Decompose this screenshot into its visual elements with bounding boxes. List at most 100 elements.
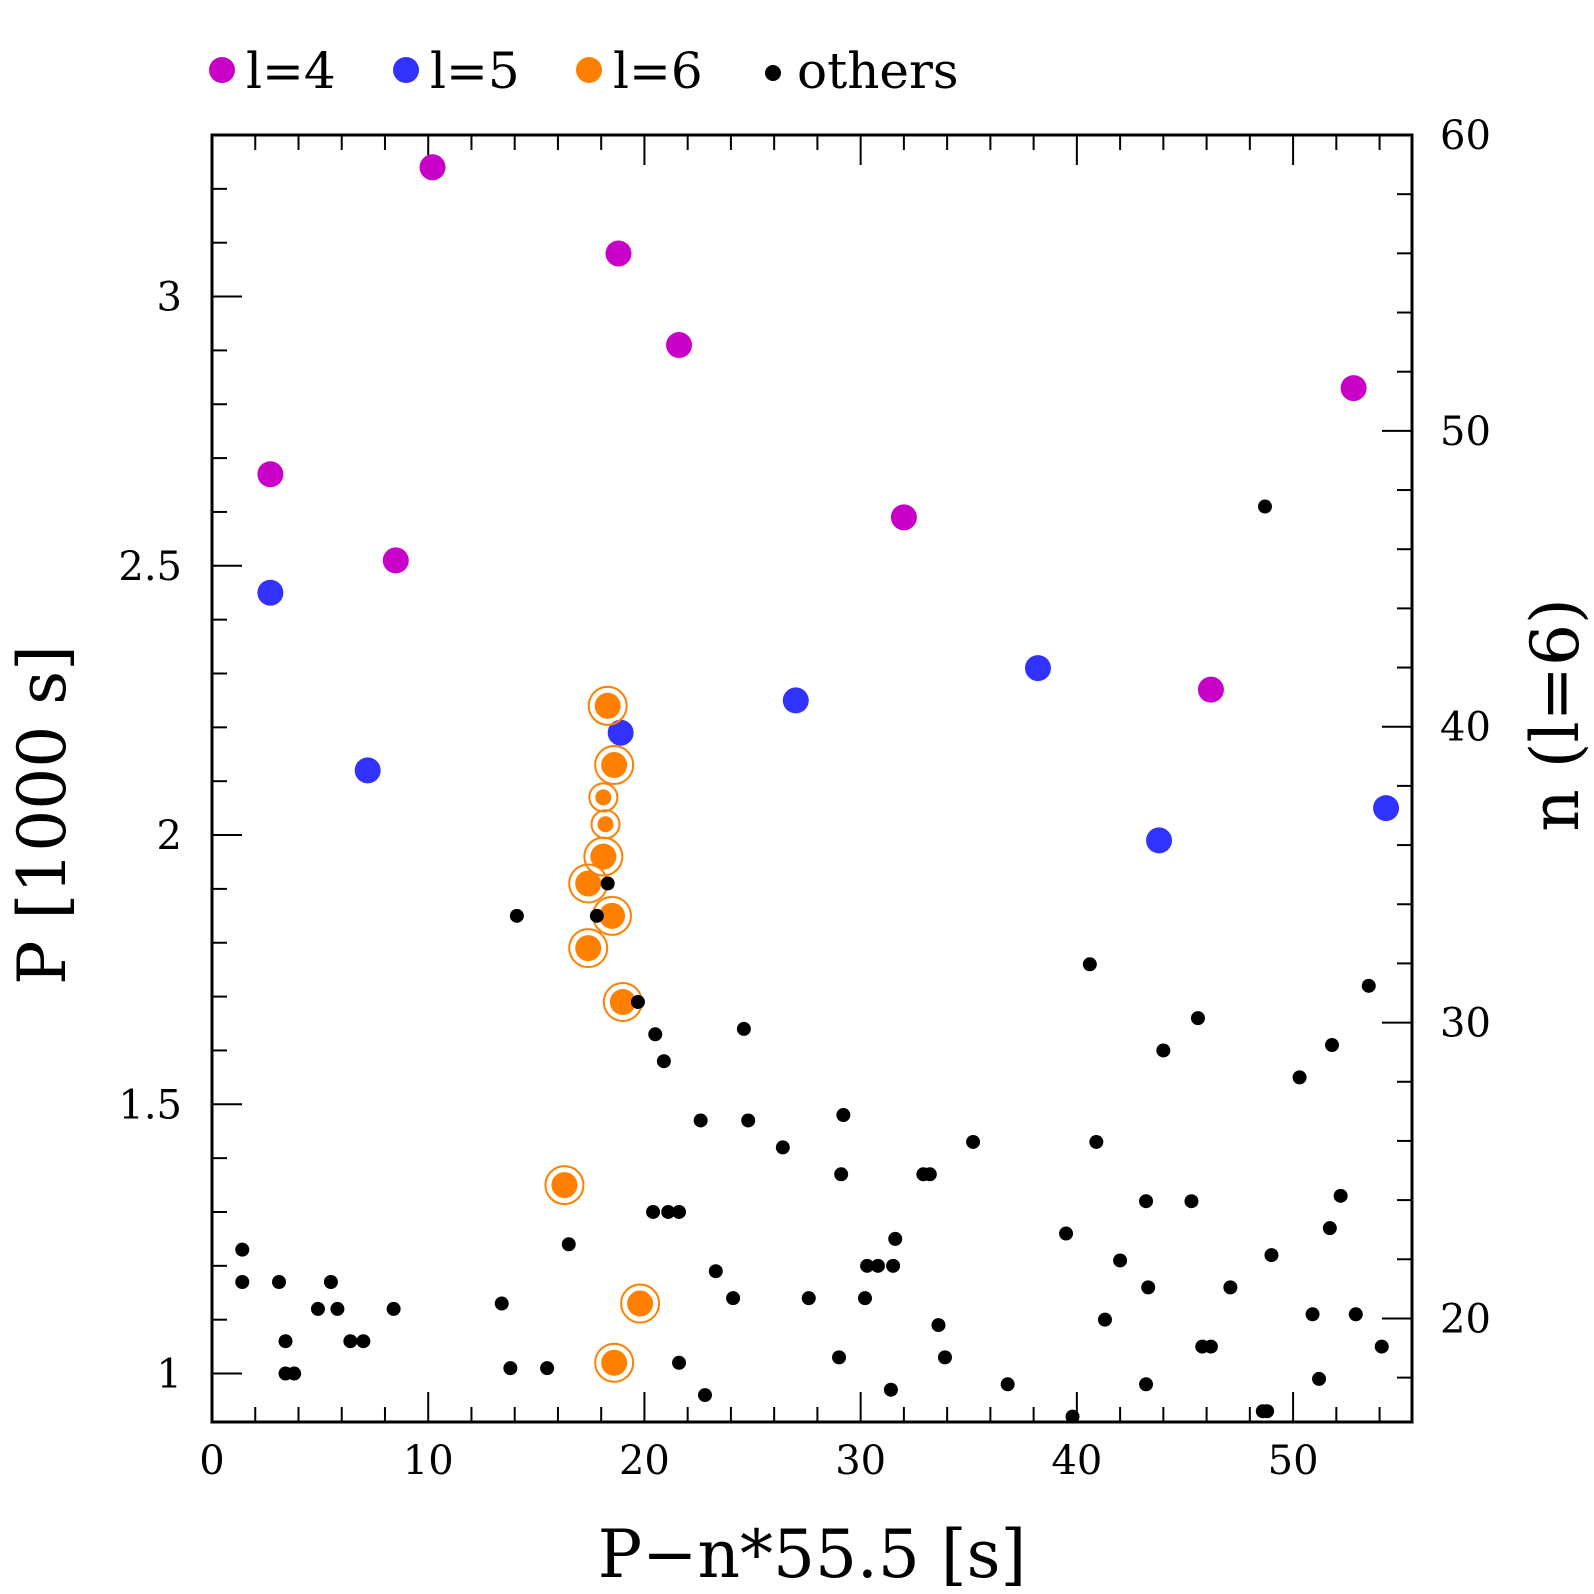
point-l6 [595, 789, 612, 806]
point-l6-ring [594, 1342, 635, 1383]
point-others [1141, 1280, 1156, 1295]
point-others [937, 1350, 952, 1365]
point-others [330, 1301, 345, 1316]
point-others [272, 1274, 287, 1289]
point-l6-ring [568, 928, 609, 969]
point-others [310, 1301, 325, 1316]
y-axis-title: P [1000 s] [4, 645, 81, 985]
point-l6 [601, 752, 628, 779]
point-others [922, 1167, 937, 1182]
legend-label-l4: l=4 [246, 42, 336, 100]
point-l6 [601, 1349, 628, 1376]
point-others [931, 1318, 946, 1333]
x-tick-label: 30 [835, 1438, 886, 1484]
point-l6-ring [587, 685, 628, 726]
point-others [834, 1167, 849, 1182]
point-others [1082, 957, 1097, 972]
point-others [1223, 1280, 1238, 1295]
point-l6 [575, 870, 602, 897]
point-others [1059, 1226, 1074, 1241]
point-others [888, 1231, 903, 1246]
point-l4 [1197, 676, 1224, 703]
point-l5 [1024, 655, 1051, 682]
point-others [1257, 499, 1272, 514]
point-others [966, 1134, 981, 1149]
point-others [1190, 1011, 1205, 1026]
point-l6 [594, 692, 621, 719]
point-l5 [354, 757, 381, 784]
point-others [708, 1264, 723, 1279]
legend-marker-l6 [576, 57, 602, 83]
point-others [503, 1361, 518, 1376]
point-others [1260, 1404, 1275, 1419]
point-others [343, 1334, 358, 1349]
legend-label-others: others [797, 42, 959, 100]
x-tick-label: 10 [403, 1438, 454, 1484]
point-others [886, 1258, 901, 1273]
point-l4 [666, 332, 693, 359]
point-others [661, 1204, 676, 1219]
y-tick-label: 3 [157, 275, 182, 321]
legend-marker-l5 [393, 57, 419, 83]
y2-tick-label: 40 [1440, 705, 1491, 751]
point-l6-ring [594, 745, 635, 786]
point-others [1065, 1409, 1080, 1424]
y-tick-label: 1 [157, 1352, 182, 1398]
point-others [1374, 1339, 1389, 1354]
data-points [235, 154, 1400, 1424]
point-others [1156, 1043, 1171, 1058]
point-others [832, 1350, 847, 1365]
point-others [857, 1291, 872, 1306]
point-others [726, 1291, 741, 1306]
y2-tick-label: 50 [1440, 409, 1491, 455]
point-others [287, 1366, 302, 1381]
point-others [1312, 1371, 1327, 1386]
point-others [1139, 1377, 1154, 1392]
point-others [775, 1140, 790, 1155]
point-l5 [782, 687, 809, 714]
point-others [1333, 1188, 1348, 1203]
point-l6-ring [544, 1165, 585, 1206]
point-l6-ring [583, 836, 624, 877]
point-others [1113, 1253, 1128, 1268]
point-l4 [419, 154, 446, 181]
point-others [235, 1274, 250, 1289]
x-tick-label: 20 [619, 1438, 670, 1484]
point-l4 [890, 504, 917, 531]
point-others [323, 1274, 338, 1289]
y2-axis-title: n (l=6) [1517, 598, 1594, 831]
point-l4 [1340, 375, 1367, 402]
point-others [1000, 1377, 1015, 1392]
point-l5 [607, 719, 634, 746]
point-others [1203, 1339, 1218, 1354]
point-others [672, 1204, 687, 1219]
plot-frame [210, 133, 1414, 1424]
point-others [630, 994, 645, 1009]
y-tick-label: 1.5 [118, 1082, 182, 1128]
point-l6 [590, 843, 617, 870]
point-others [1264, 1248, 1279, 1263]
point-others [870, 1258, 885, 1273]
point-others [860, 1258, 875, 1273]
legend-marker-l4 [209, 57, 235, 83]
point-others [1184, 1194, 1199, 1209]
point-others [836, 1108, 851, 1123]
legend: l=4 l=5 l=6 others [209, 42, 959, 100]
point-others [509, 908, 524, 923]
y2-tick-label: 30 [1440, 1001, 1491, 1047]
point-l5 [257, 579, 284, 606]
point-others [672, 1355, 687, 1370]
x-tick-label: 50 [1268, 1438, 1319, 1484]
point-others [1139, 1194, 1154, 1209]
point-others [736, 1021, 751, 1036]
point-others [1305, 1307, 1320, 1322]
point-others [656, 1054, 671, 1069]
x-tick-label: 0 [199, 1438, 224, 1484]
y2-tick-label: 20 [1440, 1296, 1491, 1342]
axis-ticks [211, 134, 1412, 1422]
legend-marker-others [765, 65, 781, 81]
point-others [1097, 1312, 1112, 1327]
point-others [693, 1113, 708, 1128]
point-others [801, 1291, 816, 1306]
